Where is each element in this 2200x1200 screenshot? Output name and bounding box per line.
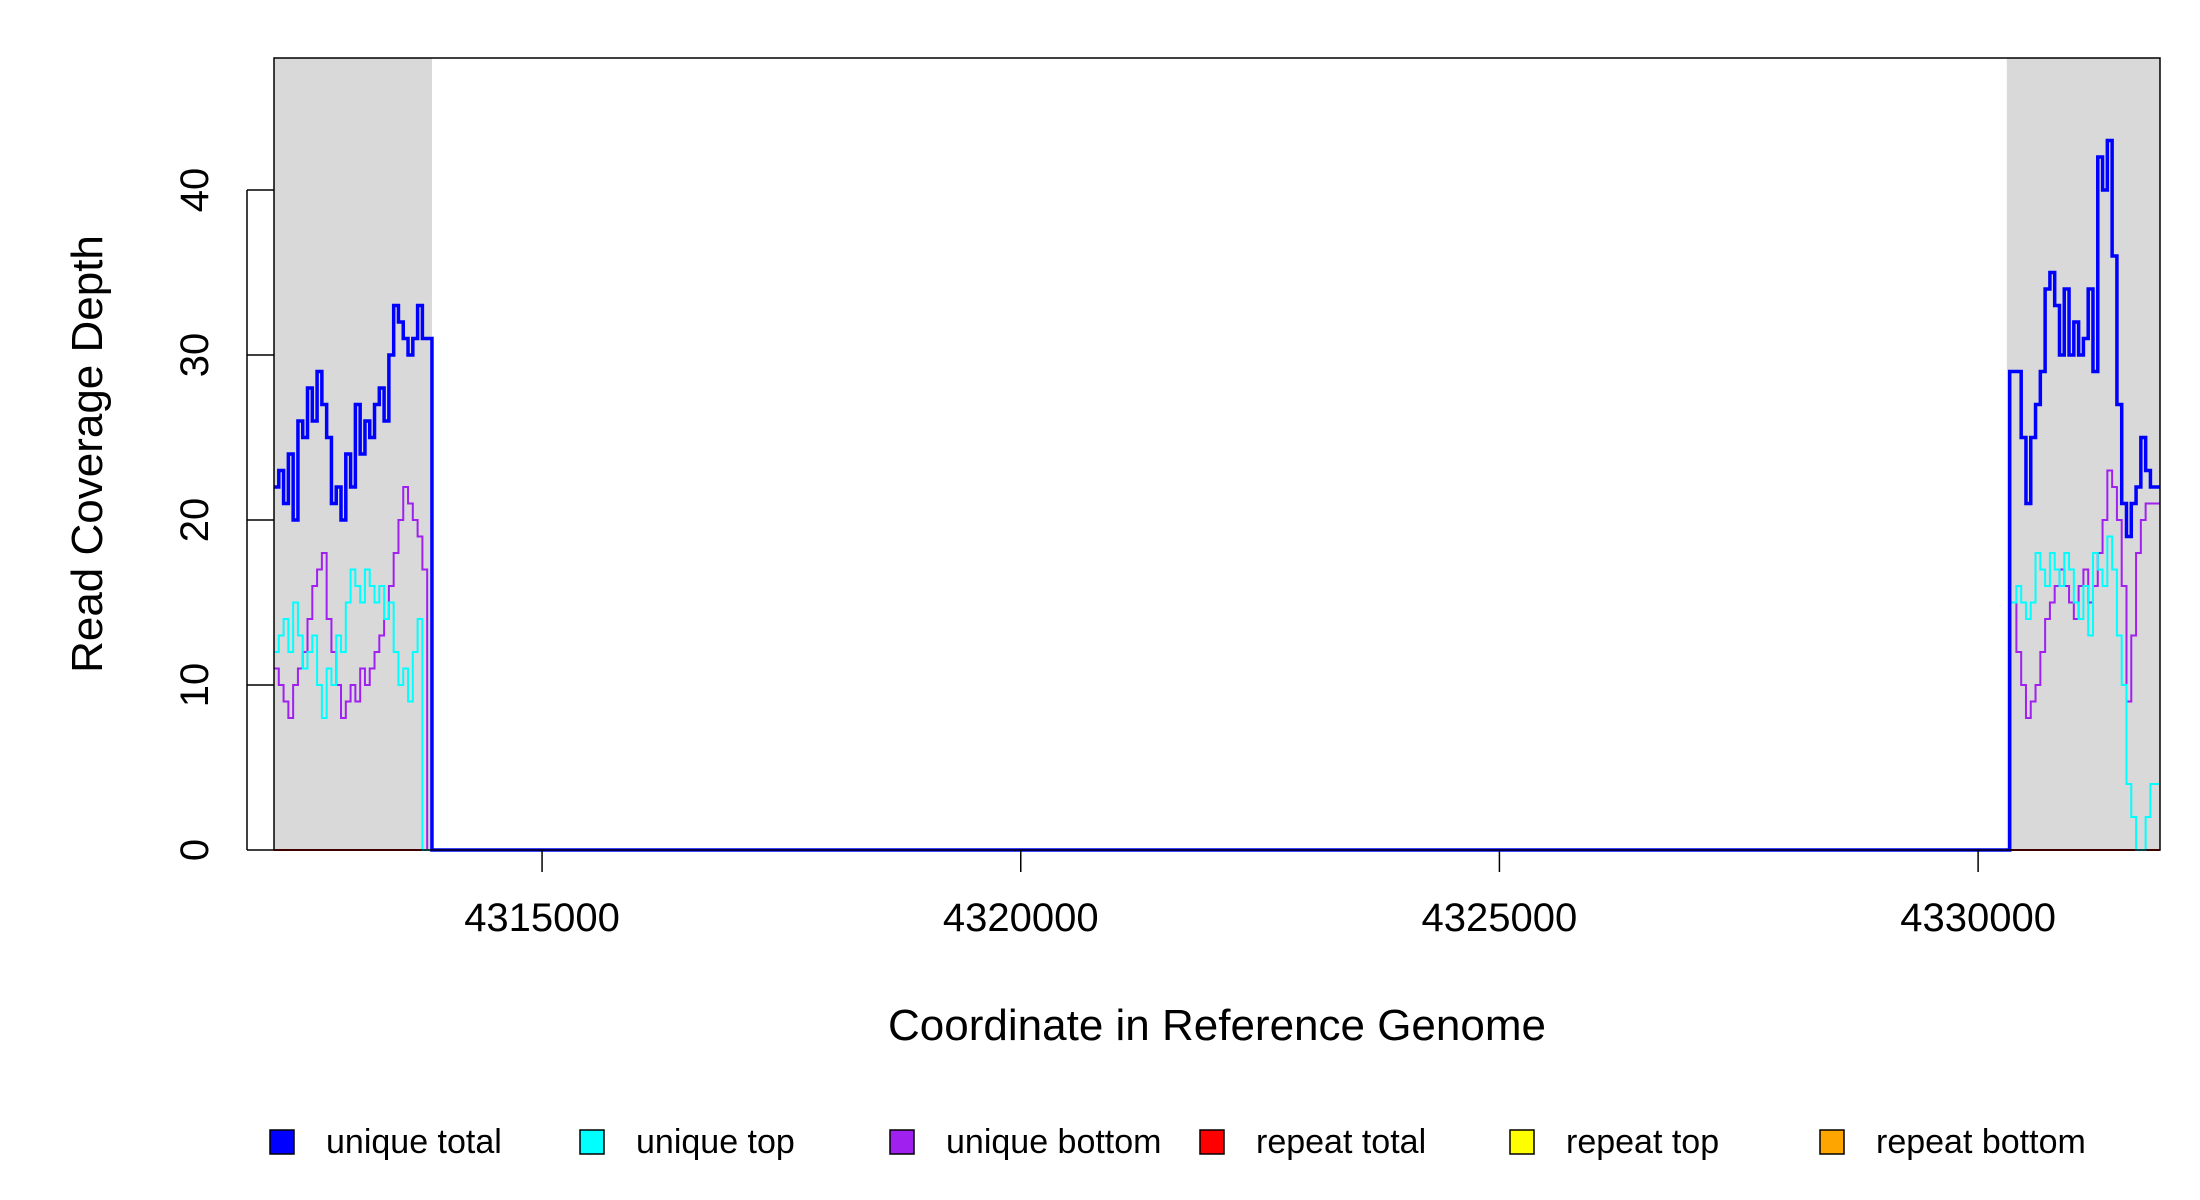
legend-label-unique-top: unique top xyxy=(636,1123,795,1161)
legend-swatch-unique-total xyxy=(269,1129,295,1155)
x-tick-label-4330000: 4330000 xyxy=(1900,896,2056,940)
y-axis: 0 10 20 30 40 xyxy=(173,168,274,861)
x-tick-label-4325000: 4325000 xyxy=(1422,896,1578,940)
x-axis: 4315000 4320000 4325000 4330000 xyxy=(464,850,2056,940)
legend-swatch-repeat-top xyxy=(1509,1129,1535,1155)
series-unique-bottom-line xyxy=(274,469,2160,851)
y-tick-label-0: 0 xyxy=(173,839,217,861)
x-tick-label-4315000: 4315000 xyxy=(464,896,620,940)
legend-swatch-repeat-total xyxy=(1199,1129,1225,1155)
legend-label-unique-bottom: unique bottom xyxy=(946,1123,1162,1161)
series-lines xyxy=(274,138,2160,852)
legend-label-repeat-top: repeat top xyxy=(1566,1123,1719,1161)
y-tick-label-10: 10 xyxy=(173,663,217,708)
y-axis-label: Read Coverage Depth xyxy=(63,235,112,673)
legend-label-unique-total: unique total xyxy=(326,1123,502,1161)
legend-swatch-unique-bottom xyxy=(889,1129,915,1155)
shaded-region-1 xyxy=(274,58,432,850)
series-unique-total-line xyxy=(274,138,2160,852)
y-tick-label-30: 30 xyxy=(173,333,217,378)
x-axis-label: Coordinate in Reference Genome xyxy=(888,1001,1546,1050)
series-unique-top-line xyxy=(274,535,2160,851)
x-tick-label-4320000: 4320000 xyxy=(943,896,1099,940)
y-tick-label-40: 40 xyxy=(173,168,217,213)
legend: unique total unique top unique bottom repea… xyxy=(269,1123,2086,1161)
legend-swatch-unique-top xyxy=(579,1129,605,1155)
y-tick-label-20: 20 xyxy=(173,498,217,543)
legend-label-repeat-total: repeat total xyxy=(1256,1123,1426,1161)
legend-label-repeat-bottom: repeat bottom xyxy=(1876,1123,2086,1161)
plot-frame xyxy=(273,57,2161,851)
shaded-regions xyxy=(274,58,2160,850)
legend-swatch-repeat-bottom xyxy=(1819,1129,1845,1155)
